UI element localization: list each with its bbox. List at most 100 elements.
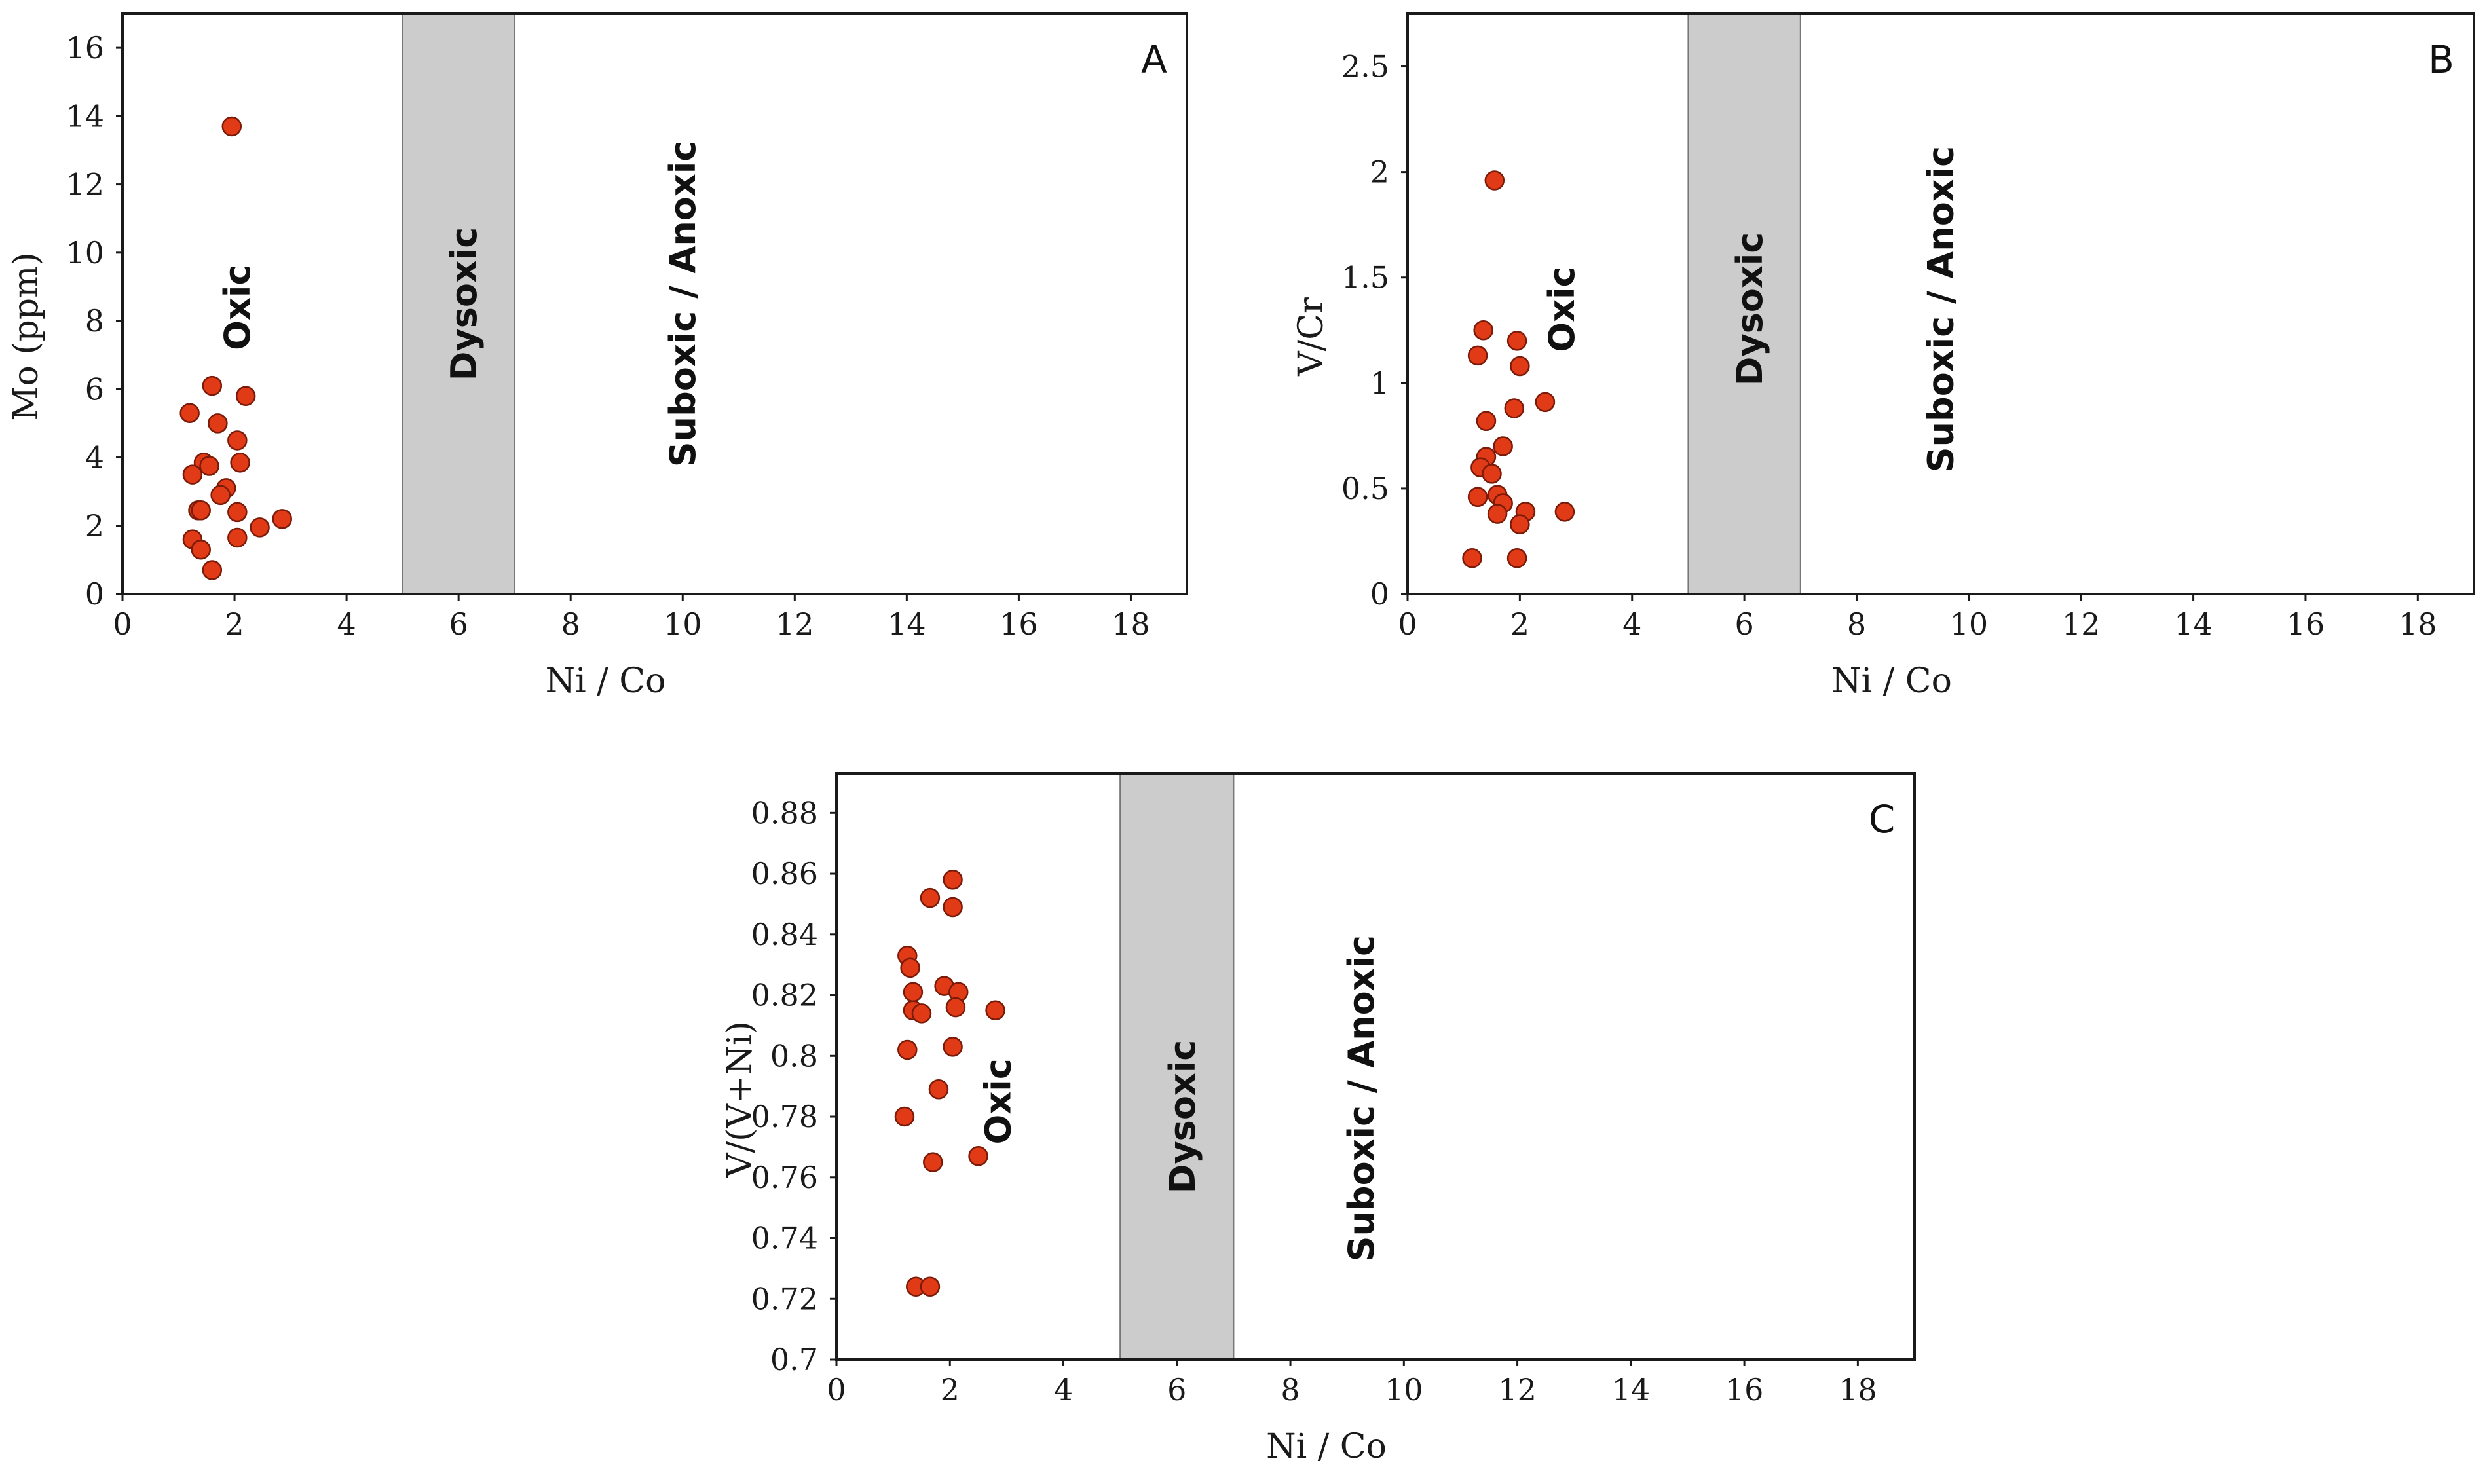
data-point — [911, 1003, 932, 1024]
plot-frame — [835, 772, 1916, 1361]
data-point — [900, 957, 920, 978]
data-point — [1493, 436, 1513, 456]
zone-label-dysoxic: Dysoxic — [443, 227, 485, 381]
x-tick-label: 8 — [1281, 1372, 1300, 1407]
data-point — [199, 456, 219, 476]
panel-letter: A — [1141, 37, 1167, 82]
data-point — [903, 982, 924, 1003]
x-tick-label: 18 — [1839, 1372, 1877, 1407]
data-point — [272, 509, 292, 529]
x-tick-label: 4 — [337, 606, 356, 642]
y-tick-label: 0.72 — [751, 1281, 818, 1316]
x-tick-label: 16 — [2287, 606, 2325, 642]
zone-label-oxic: Oxic — [977, 1058, 1019, 1144]
y-tick-label: 2 — [1370, 155, 1389, 190]
panel-c: 0 2 4 6 8 10 12 14 16 18 0.7 0.72 0.74 0.76 0.78 0.8 0.8… — [720, 772, 1916, 1466]
x-tick-label: 10 — [664, 606, 702, 642]
data-point — [1506, 547, 1527, 568]
x-tick-label: 0 — [1398, 606, 1417, 642]
panel-a: 0 2 4 6 8 10 12 14 16 18 0 2 4 6 8 10 12 14 16 Ni / Co Mo (p… — [7, 12, 1188, 701]
x-tick-label: 12 — [2062, 606, 2101, 642]
data-point — [968, 1146, 988, 1166]
data-point — [1535, 392, 1556, 413]
x-tick-label: 12 — [776, 606, 814, 642]
x-tick-label: 16 — [1725, 1372, 1764, 1407]
x-tick-label: 14 — [1612, 1372, 1651, 1407]
y-axis-label: V/Cr — [1292, 297, 1331, 377]
data-point — [943, 1037, 963, 1057]
y-tick-label: 0.86 — [751, 856, 818, 891]
zone-label-oxic: Oxic — [1541, 266, 1582, 352]
y-tick-label: 2.5 — [1341, 49, 1389, 84]
data-point — [1504, 398, 1525, 418]
y-tick-label: 0.7 — [770, 1342, 818, 1377]
data-point — [182, 464, 203, 485]
data-point — [208, 413, 228, 434]
zone-label-suboxic-anoxic: Suboxic / Anoxic — [1341, 935, 1382, 1261]
data-point — [1467, 487, 1488, 508]
x-tick-label: 2 — [225, 606, 244, 642]
y-tick-label: 1.5 — [1341, 260, 1389, 295]
y-axis-label: V/(V+Ni) — [720, 1021, 760, 1178]
x-tick-label: 8 — [1847, 606, 1866, 642]
x-tick-label: 8 — [561, 606, 580, 642]
y-tick-label: 1 — [1370, 365, 1389, 401]
x-axis-label: Ni / Co — [546, 661, 666, 701]
x-tick-label: 0 — [827, 1372, 846, 1407]
data-point — [945, 997, 966, 1018]
zone-label-suboxic-anoxic: Suboxic / Anoxic — [1920, 146, 1962, 472]
x-tick-label: 18 — [2399, 606, 2437, 642]
y-tick-label: 8 — [85, 303, 104, 339]
y-tick-label: 0.78 — [751, 1099, 818, 1134]
data-point — [920, 1276, 941, 1297]
data-point — [230, 453, 250, 473]
zone-label-dysoxic: Dysoxic — [1162, 1040, 1203, 1194]
x-tick-label: 6 — [449, 606, 468, 642]
data-point — [202, 375, 223, 396]
data-point — [191, 500, 211, 521]
data-point — [202, 560, 223, 580]
y-tick-label: 2 — [85, 508, 104, 544]
y-tick-label: 0.76 — [751, 1160, 818, 1195]
data-point — [227, 430, 248, 451]
x-tick-label: 0 — [113, 606, 132, 642]
x-axis-label: Ni / Co — [1831, 661, 1952, 701]
data-point — [210, 485, 231, 506]
data-point — [1487, 504, 1508, 524]
x-tick-label: 10 — [1950, 606, 1989, 642]
data-point — [1510, 514, 1530, 534]
y-tick-label: 0.74 — [751, 1221, 818, 1256]
y-tick-label: 0.8 — [770, 1038, 818, 1073]
data-point — [1473, 320, 1493, 341]
y-tick-label: 14 — [66, 98, 104, 134]
data-point — [1476, 411, 1497, 432]
y-tick-label: 10 — [66, 235, 104, 270]
data-point — [943, 897, 963, 918]
data-point — [227, 527, 248, 548]
y-tick-label: 0.5 — [1341, 471, 1389, 506]
data-point — [1482, 464, 1502, 484]
data-point — [235, 386, 256, 406]
y-tick-label: 4 — [85, 440, 104, 475]
x-tick-label: 12 — [1498, 1372, 1537, 1407]
data-point — [1510, 356, 1530, 377]
y-tick-label: 0 — [85, 576, 104, 612]
zone-label-dysoxic: Dysoxic — [1729, 232, 1770, 386]
y-tick-label: 0.82 — [751, 978, 818, 1013]
y-tick-label: 0 — [1370, 576, 1389, 612]
x-tick-label: 14 — [2174, 606, 2213, 642]
data-point — [179, 403, 200, 424]
y-tick-label: 0.88 — [751, 795, 818, 830]
x-tick-label: 2 — [941, 1372, 960, 1407]
x-tick-label: 10 — [1385, 1372, 1423, 1407]
x-tick-label: 6 — [1734, 606, 1753, 642]
x-tick-label: 4 — [1054, 1372, 1073, 1407]
data-point — [928, 1079, 949, 1100]
x-tick-label: 4 — [1622, 606, 1641, 642]
data-point — [1554, 502, 1575, 522]
x-tick-label: 2 — [1510, 606, 1529, 642]
data-point — [1467, 345, 1488, 366]
y-tick-label: 0.84 — [751, 917, 818, 952]
y-tick-label: 16 — [66, 30, 104, 65]
